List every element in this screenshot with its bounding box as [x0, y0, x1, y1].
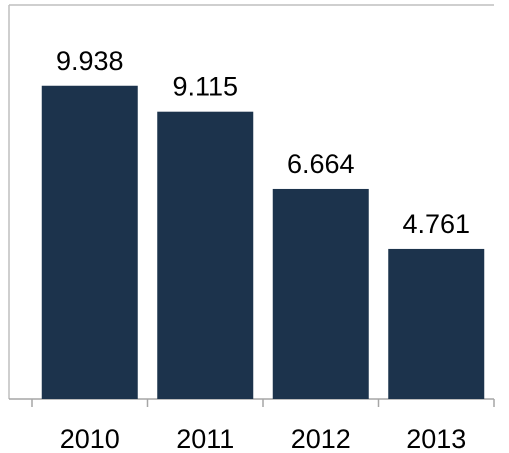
data-label-2011: 9.115	[172, 72, 238, 102]
x-axis-ticks	[31, 399, 495, 407]
x-tick-label-2011: 2011	[176, 424, 234, 453]
bar-2010	[41, 85, 138, 399]
data-label-2012: 6.664	[287, 149, 355, 179]
bar-2012	[272, 188, 369, 399]
data-labels-group: 9.938 9.115 6.664 4.761	[56, 46, 470, 239]
x-tick-label-2012: 2012	[291, 424, 351, 453]
data-label-2010: 9.938	[56, 46, 124, 76]
x-tick-labels-group: 2010 2011 2012 2013	[60, 424, 467, 453]
bar-2013	[388, 248, 485, 399]
x-tick-label-2010: 2010	[60, 424, 120, 453]
data-label-2013: 4.761	[402, 209, 470, 239]
x-tick-label-2013: 2013	[406, 424, 466, 453]
bars-group	[41, 85, 485, 400]
bar-2011	[157, 111, 254, 400]
